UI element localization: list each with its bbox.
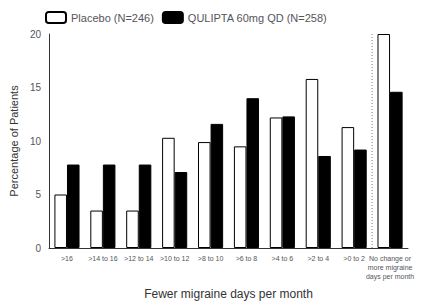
svg-text:15: 15	[30, 82, 42, 93]
svg-text:10: 10	[30, 136, 42, 147]
svg-text:>10 to 12: >10 to 12	[160, 255, 189, 262]
svg-text:No change or: No change or	[369, 255, 412, 263]
svg-text:>14 to 16: >14 to 16	[88, 255, 117, 262]
svg-text:>16: >16	[61, 255, 73, 262]
svg-text:>2 to 4: >2 to 4	[307, 255, 329, 262]
svg-text:>12 to 14: >12 to 14	[124, 255, 153, 262]
svg-text:QULIPTA 60mg QD (N=258): QULIPTA 60mg QD (N=258)	[188, 12, 327, 24]
svg-text:>6 to 8: >6 to 8	[236, 255, 258, 262]
svg-text:5: 5	[35, 189, 41, 200]
svg-text:days per month: days per month	[366, 273, 414, 281]
svg-text:20: 20	[30, 29, 42, 40]
svg-text:Percentage of Patients: Percentage of Patients	[8, 85, 20, 197]
svg-text:>8 to 10: >8 to 10	[198, 255, 224, 262]
svg-text:0: 0	[35, 243, 41, 254]
svg-text:more migraine: more migraine	[368, 264, 413, 272]
svg-text:>4 to 6: >4 to 6	[272, 255, 294, 262]
svg-text:Placebo (N=246): Placebo (N=246)	[71, 12, 154, 24]
svg-text:>0 to 2: >0 to 2	[343, 255, 365, 262]
svg-text:Fewer migraine days per month: Fewer migraine days per month	[144, 287, 313, 301]
